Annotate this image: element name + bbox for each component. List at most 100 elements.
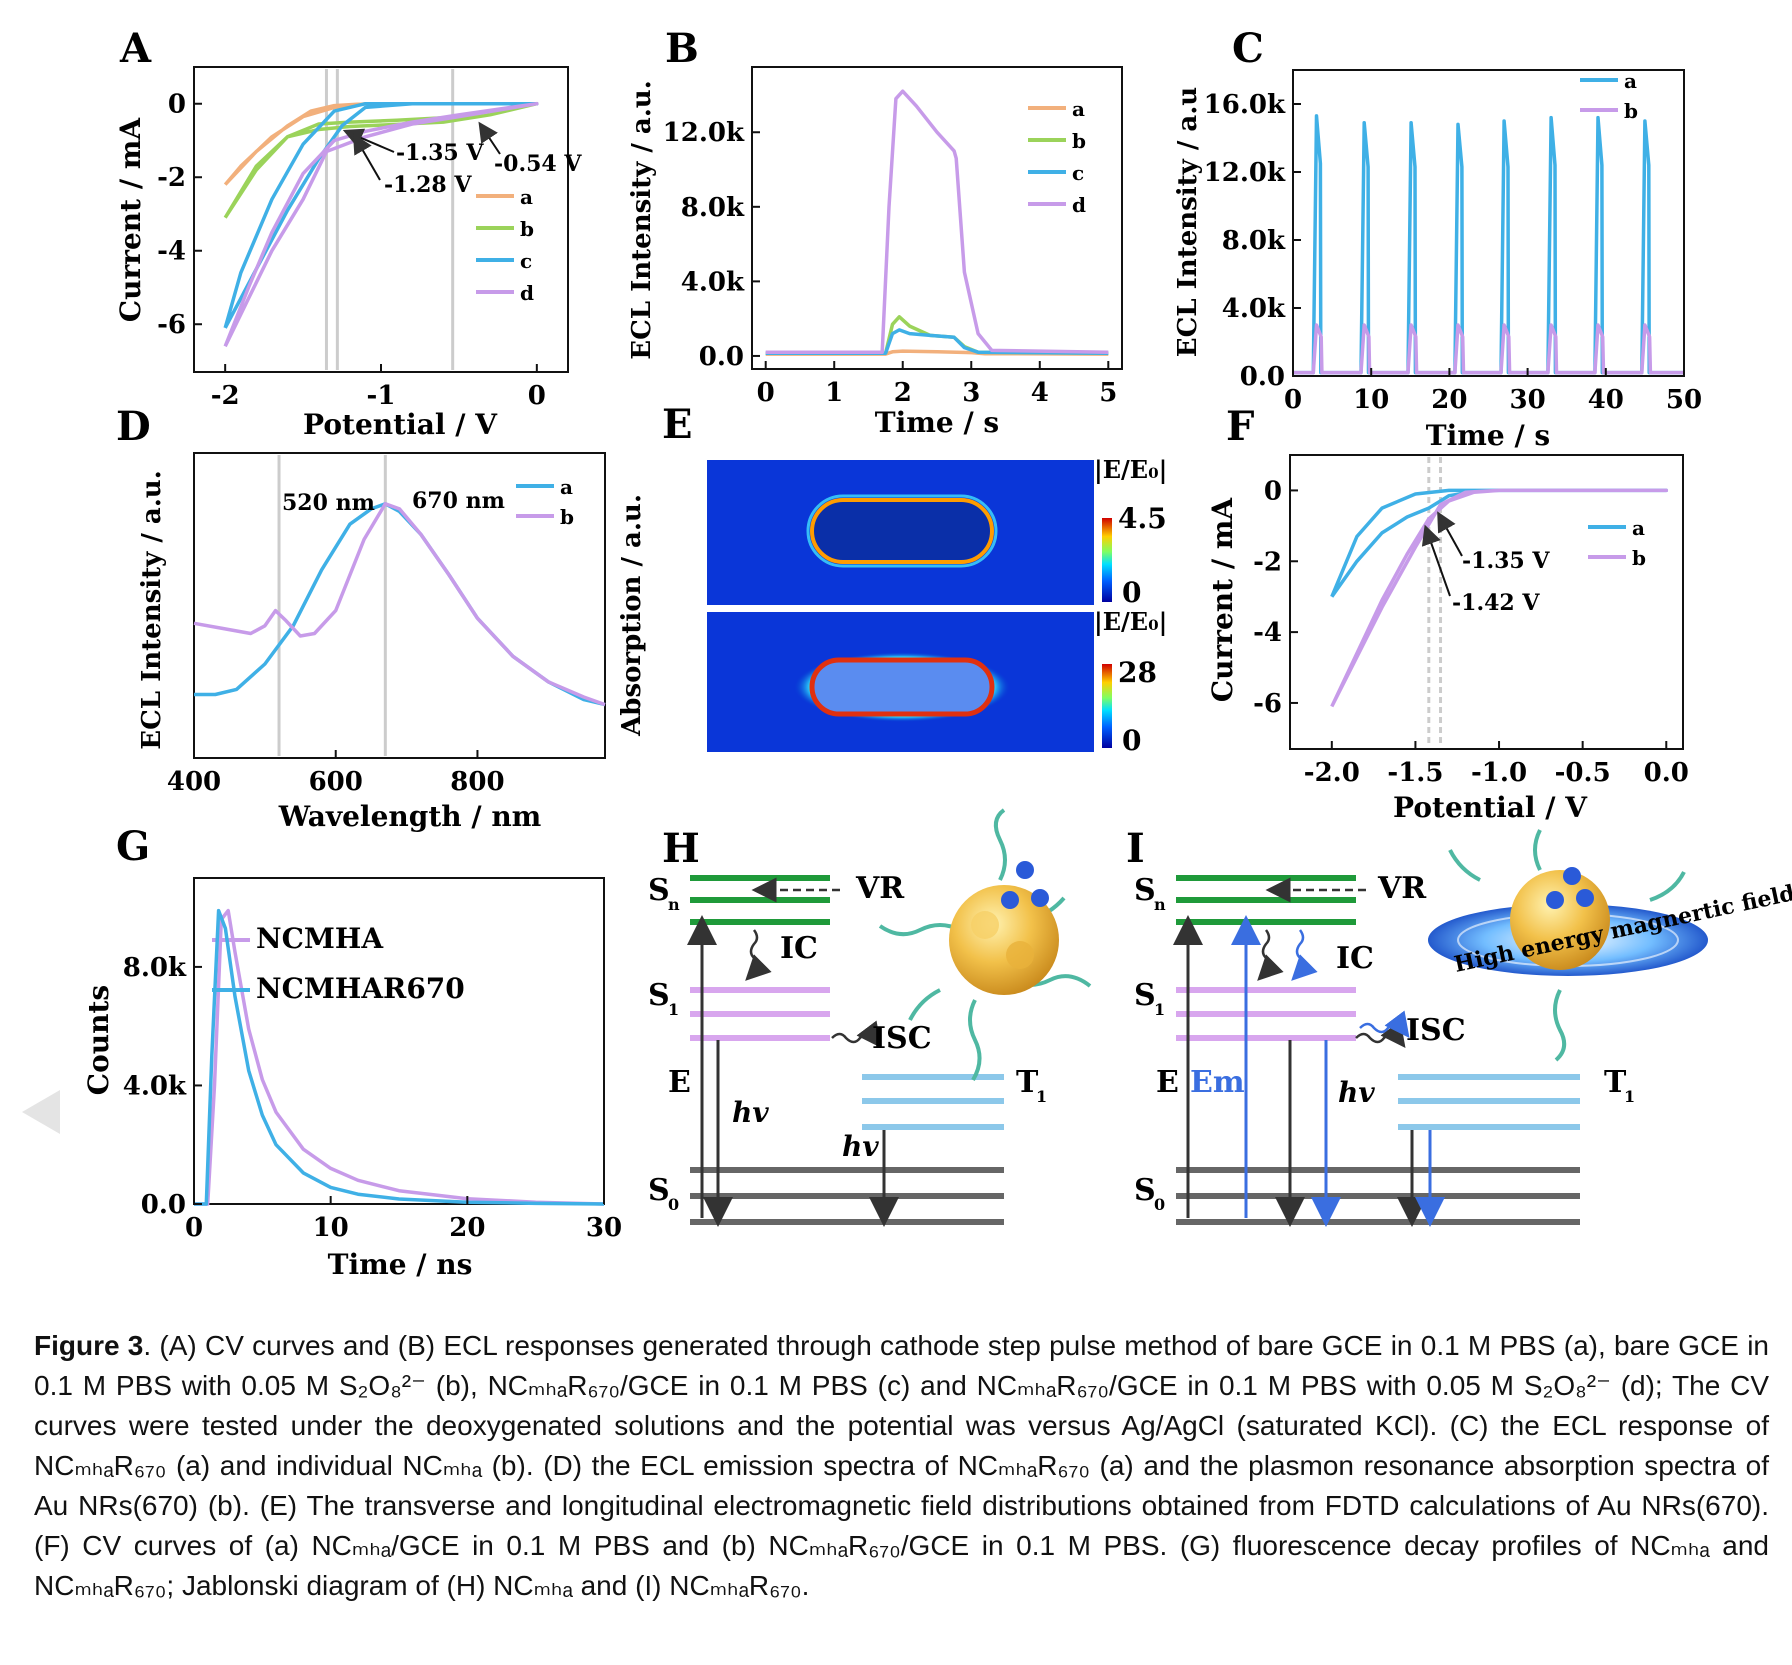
panel-E: E Absorption / a.u. |E/E₀| 4.5 0 |E/E₀| … (617, 401, 1167, 757)
level-subscript: 1 (668, 1000, 679, 1019)
annotation-arrow (1421, 524, 1451, 597)
panel-letter: C (1232, 25, 1264, 72)
x-tick-label: 10 (1353, 385, 1389, 415)
plot-frame (193, 66, 569, 373)
isc-label: ISC (872, 1021, 932, 1056)
y-tick-label: 12.0k (1204, 158, 1286, 188)
legend-label: b (1632, 546, 1646, 570)
x-tick-label: 400 (167, 767, 221, 797)
level-label: S (648, 1173, 670, 1208)
plot-frame (1289, 454, 1684, 750)
panel-C: C ab 0 10 20 30 40 50 0.0 4.0k 8.0k 12.0k 16.0k ECL… (1173, 25, 1702, 452)
x-tick-label: 5 (1099, 378, 1117, 408)
plot-area-g: NCMHA NCMHAR670 0 10 20 30 0.0 4.0k 8.0k (123, 908, 622, 1243)
y-tick-label: 0.0 (141, 1190, 186, 1220)
legend-label: b (1624, 99, 1638, 123)
legend-label: a (1632, 516, 1645, 540)
level-label: S (1134, 1173, 1156, 1208)
legend-label: b (520, 217, 534, 241)
x-axis-label: Wavelength / nm (278, 800, 542, 833)
legend-label: a (560, 475, 573, 499)
x-tick-label: 0.0 (1644, 758, 1689, 788)
panel-G: G NCMHA NCMHAR670 0 10 20 30 0.0 4.0k 8.0k Count… (82, 823, 622, 1281)
y-tick-label: -4 (157, 237, 186, 267)
x-tick-label: -1 (367, 381, 396, 411)
series-line-b (193, 502, 606, 707)
colorbar-max: 4.5 (1118, 502, 1167, 535)
series-line-NCMHAR670 (194, 908, 605, 1206)
y-tick-label: -2 (1253, 547, 1282, 577)
series-line-b (1293, 323, 1684, 375)
ic-arrow-enhanced (1291, 929, 1318, 981)
level-subscript: n (1154, 895, 1166, 914)
colorbar-label: |E/E₀| (1094, 455, 1167, 484)
series-line-b (1330, 488, 1669, 708)
x-axis-label: Potential / V (1393, 791, 1588, 824)
x-axis-label: Potential / V (303, 408, 498, 441)
y-tick-label: 0 (1264, 476, 1282, 506)
s1-levels (690, 987, 830, 1041)
series-line-c (765, 328, 1109, 355)
legend-label: a (520, 185, 533, 209)
x-tick-label: 600 (309, 767, 363, 797)
level-label: S (648, 978, 670, 1013)
legend-label: b (1072, 129, 1086, 153)
x-tick-label: -0.5 (1555, 758, 1611, 788)
caption-label: Figure 3 (34, 1330, 144, 1361)
y-tick-label: -6 (157, 310, 186, 340)
hv-label: hv (1338, 1076, 1375, 1109)
legend-label: d (520, 281, 534, 305)
colorbar-label: |E/E₀| (1094, 607, 1167, 636)
legend-label: NCMHA (256, 922, 384, 955)
x-axis-label: Time / s (1426, 419, 1550, 452)
y-axis-label: Current / mA (114, 117, 147, 323)
series-line-d (765, 89, 1109, 354)
panel-F: F ab -2.0 -1.5 -1.0 -0.5 0.0 0 -2 -4 -6 Current /… (1206, 403, 1689, 824)
annotation: -1.28 V (384, 172, 472, 198)
plot-frame (193, 877, 605, 1205)
annotation: -1.35 V (396, 140, 484, 166)
x-axis-label: Time / ns (328, 1248, 473, 1281)
plot-area-d: ab 400 600 800 (167, 455, 606, 797)
ic-arrow (745, 929, 772, 981)
page-corner-mark (22, 1090, 60, 1134)
t1-levels (862, 1074, 1004, 1130)
ic-arrow (1257, 929, 1284, 981)
level-label: S (1134, 873, 1156, 908)
panel-I: I S n S 1 S 0 T 1 E Em VR IC (1126, 825, 1792, 1227)
level-label: S (648, 873, 670, 908)
annotation: 520 nm (282, 490, 375, 516)
caption-text: . (A) CV curves and (B) ECL responses ge… (34, 1330, 1769, 1601)
colorbar-min: 0 (1122, 724, 1141, 757)
field-halo (806, 494, 998, 568)
panel-letter: H (662, 825, 700, 872)
nanorod-longitudinal (809, 657, 995, 717)
panel-letter: B (665, 25, 699, 72)
s0-levels (1176, 1167, 1580, 1225)
figure-caption: Figure 3. (A) CV curves and (B) ECL resp… (34, 1326, 1769, 1606)
nanocluster-illustration (878, 808, 1092, 1082)
x-tick-label: 40 (1588, 385, 1624, 415)
legend-label: a (1072, 97, 1085, 121)
x-tick-label: 0 (757, 378, 775, 408)
panel-letter: F (1226, 403, 1254, 450)
y-tick-label: 0.0 (699, 342, 744, 372)
colorbar-max: 28 (1118, 656, 1157, 689)
ic-label: IC (1336, 941, 1374, 976)
annotation: -1.35 V (1462, 548, 1550, 574)
y-tick-label: 8.0k (681, 193, 745, 223)
plot-frame (1292, 69, 1685, 377)
y-axis-label: ECL Intensity / a.u (1173, 87, 1203, 357)
x-tick-label: -2 (211, 381, 240, 411)
series-line-a (1330, 488, 1669, 598)
panel-letter: D (116, 403, 151, 450)
y-axis-label: ECL Intensity / a.u. (137, 470, 167, 749)
x-axis-label: Time / s (875, 406, 999, 439)
energy-label: E (668, 1065, 691, 1100)
level-label: S (1134, 978, 1156, 1013)
x-tick-label: 10 (313, 1213, 349, 1243)
hv-label: hv (842, 1130, 879, 1163)
panel-letter: E (662, 401, 693, 448)
